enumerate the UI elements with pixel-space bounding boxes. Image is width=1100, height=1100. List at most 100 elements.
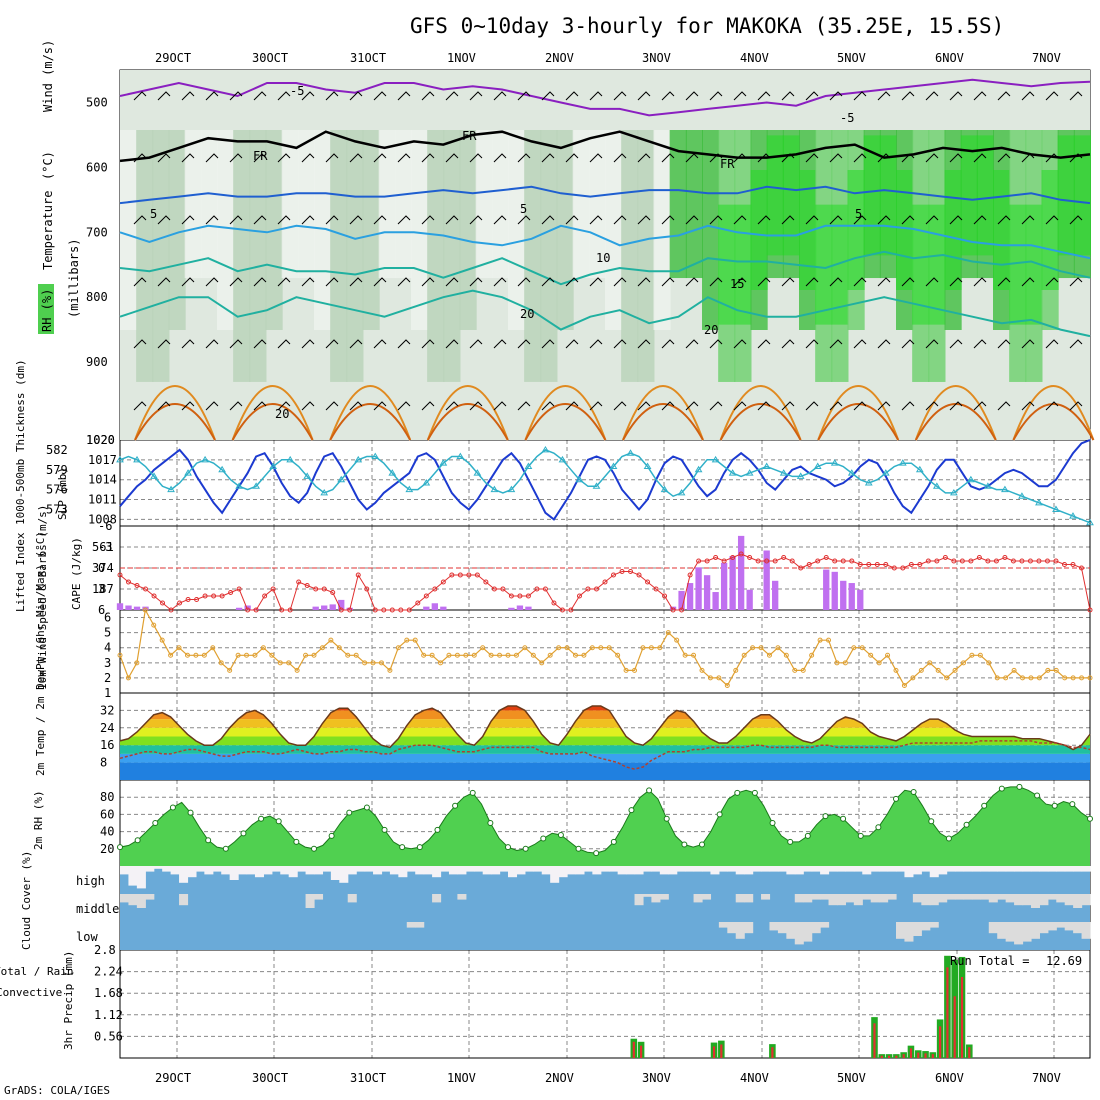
wind-barb bbox=[877, 91, 891, 101]
wind-marker bbox=[480, 645, 486, 651]
cloud-bar bbox=[1039, 866, 1049, 872]
li-marker bbox=[398, 607, 404, 613]
wind-marker bbox=[556, 645, 562, 651]
isotherm-label: 5 bbox=[520, 202, 527, 216]
rh-band bbox=[685, 130, 703, 279]
cloud-bar bbox=[794, 894, 804, 903]
wind-barb bbox=[373, 91, 387, 101]
cloud-bar bbox=[347, 894, 357, 903]
wind-barb bbox=[493, 277, 507, 287]
precip-convective-bar bbox=[909, 1048, 913, 1058]
cloud-bar bbox=[710, 866, 720, 875]
wind-barb bbox=[421, 277, 435, 287]
wind-barb bbox=[421, 339, 435, 349]
wind-marker bbox=[944, 675, 950, 681]
cloud-bar bbox=[845, 894, 855, 903]
wind-marker bbox=[328, 637, 334, 643]
thickness-marker bbox=[575, 475, 584, 483]
wind-marker bbox=[235, 652, 241, 658]
cloud-bar bbox=[170, 866, 180, 875]
cloud-bar bbox=[811, 866, 821, 872]
li-marker bbox=[194, 597, 200, 602]
cloud-bar bbox=[187, 866, 197, 878]
cloud-bar bbox=[794, 922, 804, 945]
wind-marker bbox=[986, 660, 992, 666]
wind-barb bbox=[157, 215, 171, 225]
wind-barb bbox=[1069, 277, 1083, 287]
rh-band bbox=[427, 130, 445, 382]
rh-marker bbox=[1051, 802, 1058, 809]
wind-barb bbox=[277, 401, 291, 411]
wind-barb bbox=[1021, 91, 1035, 101]
cloud-bar bbox=[583, 866, 593, 872]
wind-barb bbox=[301, 339, 315, 349]
cloud-bar bbox=[120, 866, 130, 875]
slp-tick-top: 1020 bbox=[86, 433, 115, 447]
li-marker bbox=[917, 562, 923, 567]
wind-barb bbox=[445, 339, 459, 349]
precip-tick: 2.8 bbox=[94, 943, 116, 957]
isotherm-10 bbox=[119, 224, 1091, 260]
isotherm-15 bbox=[119, 250, 1091, 286]
wind-barb bbox=[373, 277, 387, 287]
wind-marker bbox=[522, 645, 528, 651]
thickness-marker bbox=[915, 465, 924, 473]
thickness-marker bbox=[847, 469, 856, 476]
temp-line bbox=[119, 705, 1091, 751]
cloud-bar bbox=[229, 866, 239, 880]
isotherm-label: -5 bbox=[290, 84, 304, 98]
cloud-bar bbox=[634, 894, 644, 906]
li-marker bbox=[253, 607, 259, 613]
li-marker bbox=[985, 558, 991, 564]
cape-bar bbox=[695, 567, 702, 610]
cloud-bar bbox=[702, 866, 712, 872]
wind-marker bbox=[454, 652, 460, 658]
pressure-tick: 800 bbox=[86, 290, 108, 304]
li-marker bbox=[849, 558, 855, 564]
wind-barb bbox=[493, 91, 507, 101]
wind-barb bbox=[589, 215, 603, 225]
wind-barb bbox=[661, 339, 675, 349]
rh-band-wet bbox=[1057, 135, 1075, 256]
legend-convective: Convective bbox=[0, 986, 62, 999]
cape-tick: 561 bbox=[92, 540, 114, 554]
surface-temp-contour bbox=[134, 403, 216, 441]
rh-band bbox=[233, 130, 251, 382]
li-marker bbox=[738, 551, 744, 557]
li-marker bbox=[832, 558, 838, 564]
li-marker bbox=[313, 586, 319, 592]
wind-marker bbox=[1062, 675, 1068, 681]
slp-axis-label: SLP (mb) bbox=[56, 467, 69, 520]
cloud-bar bbox=[440, 866, 450, 872]
cloud-bar bbox=[600, 866, 610, 872]
wind-barb bbox=[589, 401, 603, 411]
wind-barb bbox=[901, 401, 915, 411]
rh-marker bbox=[875, 824, 882, 831]
wind-marker bbox=[952, 667, 958, 673]
li-marker bbox=[576, 593, 582, 599]
wind-marker bbox=[1053, 667, 1059, 673]
rh-marker bbox=[751, 789, 758, 796]
wind-barb bbox=[469, 215, 483, 225]
wind-marker bbox=[783, 652, 789, 658]
cloud-bar bbox=[912, 922, 922, 936]
wind-barb bbox=[229, 153, 243, 163]
li-marker bbox=[611, 572, 617, 578]
rh-band bbox=[508, 130, 526, 330]
wind-barb bbox=[661, 277, 675, 287]
wind-barb bbox=[157, 153, 171, 163]
wind-barb bbox=[157, 91, 171, 101]
rh-band-wet bbox=[718, 204, 736, 325]
rh-marker bbox=[681, 841, 688, 848]
li-marker bbox=[457, 572, 463, 578]
wind-barb bbox=[349, 215, 363, 225]
wind-barb bbox=[133, 401, 147, 411]
slp-tick: 1011 bbox=[88, 493, 117, 507]
wind-barb bbox=[493, 339, 507, 349]
date-label-top: 5NOV bbox=[837, 51, 866, 65]
legend-celsius: (°C) bbox=[41, 151, 55, 180]
slp-line bbox=[119, 439, 1091, 521]
precip-convective-bar bbox=[946, 967, 949, 1058]
surface-temp-contour bbox=[426, 403, 509, 441]
wind-barb bbox=[973, 339, 987, 349]
